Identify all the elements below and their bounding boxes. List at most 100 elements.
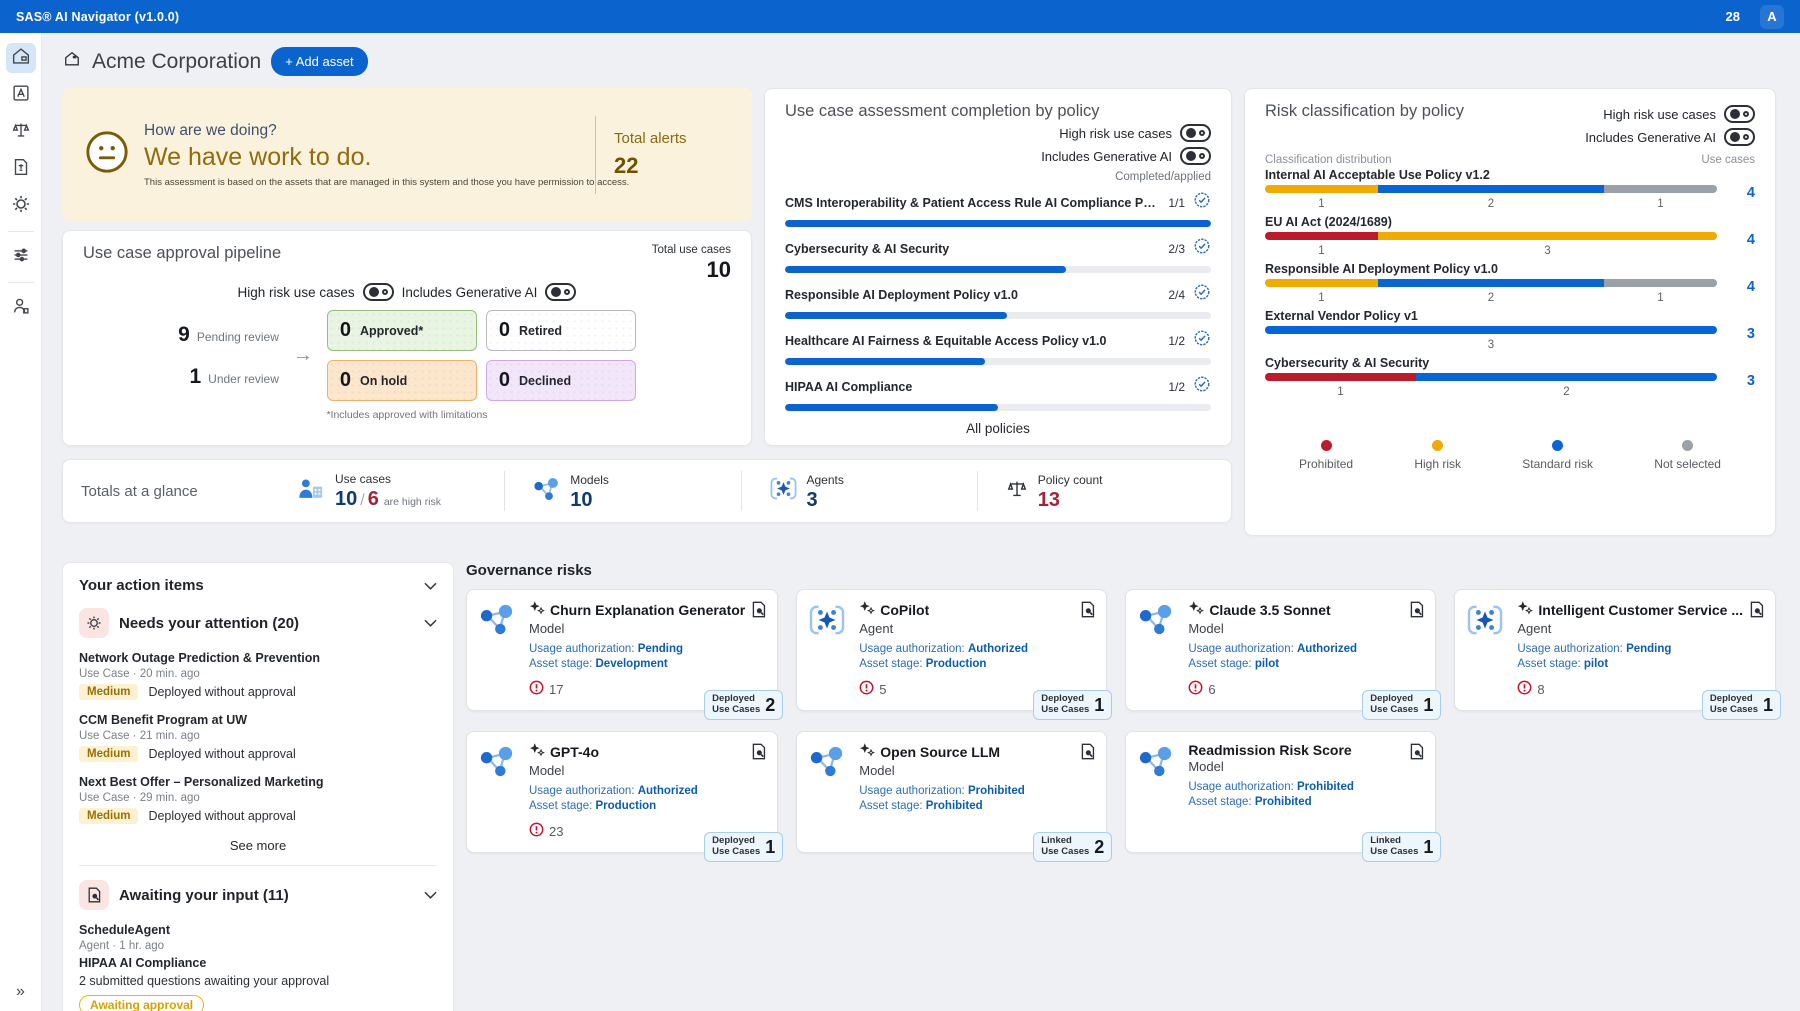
document-search-icon[interactable] xyxy=(1079,600,1096,624)
governance-card[interactable]: CoPilot Agent Usage authorization: Autho… xyxy=(796,589,1113,720)
badge-check-icon xyxy=(1193,237,1211,260)
home-icon xyxy=(10,45,32,72)
action-item[interactable]: Network Outage Prediction & Prevention U… xyxy=(79,651,321,700)
document-search-icon[interactable] xyxy=(750,742,767,766)
document-search-icon[interactable] xyxy=(1408,600,1425,624)
high-risk-toggle-label: High risk use cases xyxy=(1059,125,1172,141)
document-search-icon[interactable] xyxy=(1408,742,1425,766)
totals-policy-count: Policy count 13 xyxy=(976,471,1213,511)
badge-check-icon xyxy=(1193,283,1211,306)
severity-badge: Medium xyxy=(79,746,139,762)
alert-count: 23 xyxy=(529,822,765,840)
sidebar-item-users[interactable] xyxy=(6,293,36,323)
sparkle-icon xyxy=(529,742,545,762)
high-risk-toggle[interactable] xyxy=(1724,105,1755,123)
sparkle-icon xyxy=(859,742,876,762)
badge-check-icon xyxy=(1193,191,1211,214)
all-policies-link[interactable]: All policies xyxy=(966,421,1030,436)
governance-card[interactable]: Churn Explanation Generator Model Usage … xyxy=(466,589,784,720)
add-asset-button[interactable]: + Add asset xyxy=(271,47,368,76)
approved-status-box: 0 Approved* xyxy=(326,310,477,351)
total-use-cases-value: 10 xyxy=(706,257,731,282)
document-search-icon[interactable] xyxy=(1748,600,1765,624)
document-search-icon[interactable] xyxy=(1079,742,1096,766)
policy-scales-icon xyxy=(1006,478,1028,505)
governance-card[interactable]: Claude 3.5 Sonnet Model Usage authorizat… xyxy=(1125,589,1442,720)
governance-card[interactable]: Intelligent Customer Service ... Agent U… xyxy=(1454,589,1781,720)
severity-badge: Medium xyxy=(79,684,139,700)
notification-count[interactable]: 28 xyxy=(1725,9,1740,24)
declined-status-box: 0 Declined xyxy=(485,360,636,401)
sparkle-icon xyxy=(1188,600,1205,620)
chevron-down-icon[interactable] xyxy=(424,619,437,627)
total-alerts-value: 22 xyxy=(614,153,639,178)
governance-risks-section: Governance risks Churn Explanation Gener… xyxy=(466,562,1781,1011)
document-search-icon[interactable] xyxy=(750,600,767,624)
sidebar-item-preferences[interactable] xyxy=(6,242,36,272)
action-item[interactable]: ScheduleAgent Agent · 1 hr. ago HIPAA AI… xyxy=(79,923,437,1011)
chevron-down-icon[interactable] xyxy=(424,582,437,590)
risk-policy-row: External Vendor Policy v1 3 3 xyxy=(1265,309,1755,351)
action-item[interactable]: Next Best Offer – Personalized Marketing… xyxy=(79,775,324,824)
sidebar-item-assets[interactable] xyxy=(6,80,36,110)
awaiting-approval-badge: Awaiting approval xyxy=(79,995,205,1011)
sliders-icon xyxy=(10,244,32,271)
divider xyxy=(79,865,437,866)
pipeline-title: Use case approval pipeline xyxy=(83,244,282,262)
pipeline-footnote: *Includes approved with limitations xyxy=(326,409,488,421)
alert-count: 17 xyxy=(529,680,765,698)
sidebar-item-governance[interactable] xyxy=(6,117,36,147)
needs-attention-header[interactable]: Needs your attention (20) xyxy=(79,608,437,638)
use-cases-badge: Deployed Use Cases 1 xyxy=(1701,690,1781,720)
sidebar-item-settings[interactable] xyxy=(6,191,36,221)
scales-icon xyxy=(10,119,32,146)
use-cases-badge: Deployed Use Cases 1 xyxy=(704,832,784,862)
high-risk-toggle-label: High risk use cases xyxy=(1603,106,1716,122)
high-risk-toggle[interactable] xyxy=(362,283,394,301)
risk-policy-row: Internal AI Acceptable Use Policy v1.2 1… xyxy=(1265,168,1755,210)
company-icon xyxy=(62,49,82,74)
agent-icon xyxy=(809,600,849,698)
governance-card[interactable]: GPT-4o Model Usage authorization: Author… xyxy=(466,731,784,862)
gen-ai-toggle[interactable] xyxy=(1180,147,1211,165)
use-cases-badge: Linked Use Cases 2 xyxy=(1033,832,1113,862)
see-more-link[interactable]: See more xyxy=(229,838,287,853)
chevron-down-icon[interactable] xyxy=(424,891,437,899)
model-network-icon xyxy=(809,742,849,812)
legend-prohibited: Prohibited xyxy=(1299,440,1353,471)
use-cases-badge: Deployed Use Cases 1 xyxy=(1362,690,1442,720)
stacked-bar: 3 xyxy=(1265,326,1717,351)
sidebar-expand-button[interactable]: » xyxy=(16,983,25,1000)
gen-ai-toggle[interactable] xyxy=(1724,128,1755,146)
pending-review-stat: 9 Pending review xyxy=(178,322,279,346)
action-item[interactable]: CCM Benefit Program at UW Use Case · 21 … xyxy=(79,713,296,762)
action-items-title: Your action items xyxy=(79,577,204,594)
sidebar-item-home[interactable] xyxy=(5,43,36,73)
alert-icon xyxy=(529,822,544,840)
risk-legend: Prohibited High risk Standard risk Not s… xyxy=(1265,440,1755,471)
sparkle-icon xyxy=(859,600,876,620)
under-review-stat: 1 Under review xyxy=(189,364,279,388)
gen-ai-toggle[interactable] xyxy=(545,283,577,301)
neutral-face-icon xyxy=(84,129,130,180)
high-risk-toggle[interactable] xyxy=(1180,124,1211,142)
totals-title: Totals at a glance xyxy=(81,482,198,500)
alert-count: 8 xyxy=(1517,680,1763,698)
governance-card[interactable]: Open Source LLM Model Usage authorizatio… xyxy=(796,731,1113,862)
alert-icon xyxy=(859,680,874,698)
governance-card[interactable]: Readmission Risk Score Model Usage autho… xyxy=(1125,731,1442,862)
total-use-cases-label: Total use cases xyxy=(651,244,731,256)
model-network-icon xyxy=(479,600,519,698)
gen-ai-toggle-label: Includes Generative AI xyxy=(1585,129,1716,145)
sidebar-item-policies[interactable] xyxy=(6,154,36,184)
alert-icon xyxy=(1188,680,1203,698)
avatar[interactable]: A xyxy=(1760,4,1784,29)
awaiting-input-header[interactable]: Awaiting your input (11) xyxy=(79,880,437,910)
policy-progress-row: HIPAA AI Compliance 1/2 xyxy=(785,375,1211,411)
classification-distribution-label: Classification distribution xyxy=(1265,154,1392,166)
wellbeing-question: How are we doing? xyxy=(144,121,277,139)
wellbeing-message: We have work to do. xyxy=(144,142,372,171)
